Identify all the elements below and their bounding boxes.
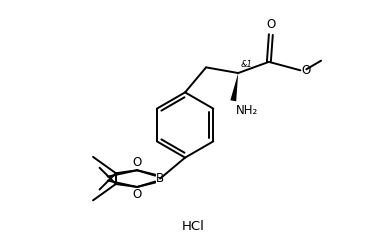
Text: HCl: HCl [181, 220, 205, 233]
Text: O: O [132, 188, 142, 201]
Text: NH₂: NH₂ [236, 104, 259, 117]
Polygon shape [230, 73, 238, 101]
Text: O: O [266, 18, 276, 30]
Text: O: O [132, 156, 142, 169]
Text: O: O [301, 64, 311, 77]
Text: B: B [156, 172, 164, 185]
Text: &1: &1 [240, 60, 252, 69]
